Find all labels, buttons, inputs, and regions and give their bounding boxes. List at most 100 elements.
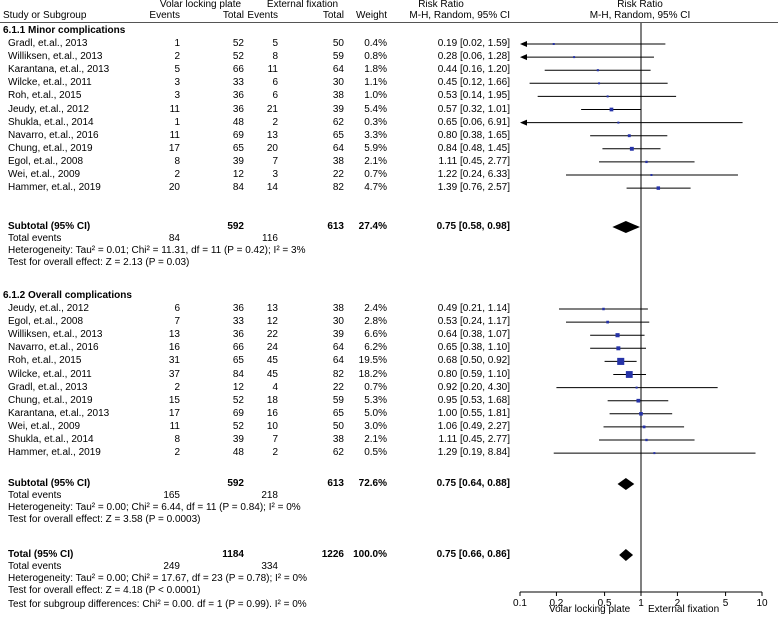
study-n2: 22	[332, 381, 344, 393]
study-n1: 39	[232, 155, 244, 167]
study-study: Roh, et.al., 2015	[8, 355, 82, 367]
total-subgroup-differences: Test for subgroup differences: Chi² = 0.…	[8, 599, 307, 610]
point-estimate	[615, 333, 620, 338]
point-estimate	[650, 174, 653, 176]
study-study: Karantana, et.al., 2013	[8, 407, 110, 419]
study-e1: 8	[174, 434, 180, 445]
study-e1: 2	[174, 447, 180, 459]
study-n1: 52	[232, 38, 244, 49]
study-ci-text: 0.64 [0.38, 1.07]	[437, 329, 510, 341]
study-study: Wei, et.al., 2009	[8, 169, 81, 180]
subgroup2-title: 6.1.2 Overall complications	[3, 290, 132, 301]
study-n1: 48	[232, 116, 244, 128]
ci-arrow	[520, 41, 527, 47]
total-total1: 1184	[222, 549, 244, 560]
study-ci-text: 0.53 [0.14, 1.95]	[437, 90, 510, 102]
subgroup1-subtotal-label: Subtotal (95% CI)	[8, 221, 91, 232]
study-n2: 30	[332, 316, 344, 328]
study-e1: 20	[168, 182, 180, 194]
subgroup1-total-events-2: 116	[262, 233, 278, 244]
study-e2: 12	[266, 316, 278, 328]
total-label: Total (95% CI)	[8, 549, 74, 560]
study-weight: 4.7%	[364, 182, 387, 194]
subgroup2-subtotal-ci: 0.75 [0.64, 0.88]	[436, 478, 510, 489]
study-weight: 0.7%	[364, 381, 387, 393]
study-n2: 39	[332, 103, 344, 115]
study-e2: 21	[266, 103, 278, 115]
study-study: Wei, et.al., 2009	[8, 420, 81, 432]
study-weight: 2.1%	[364, 434, 387, 445]
study-n1: 52	[232, 420, 244, 432]
study-n2: 38	[332, 434, 344, 445]
point-estimate	[629, 146, 634, 151]
point-estimate	[602, 307, 605, 311]
study-e1: 13	[168, 329, 180, 341]
study-study: Navarro, et.al., 2016	[8, 342, 99, 354]
study-e2: 18	[266, 394, 278, 406]
pooled-diamond	[619, 549, 634, 561]
study-n2: 82	[332, 182, 344, 194]
favours-left-label: Volar locking plate	[549, 604, 631, 615]
point-estimate	[616, 346, 621, 351]
subgroup2-total-events-1: 165	[163, 490, 180, 501]
study-weight: 2.4%	[364, 303, 387, 314]
study-e1: 11	[169, 103, 180, 115]
study-study: Egol, et.al., 2008	[8, 155, 84, 167]
study-e2: 2	[272, 447, 278, 459]
study-e2: 45	[266, 368, 278, 380]
study-e1: 2	[174, 169, 180, 180]
study-n2: 64	[332, 355, 344, 367]
study-n2: 38	[332, 303, 344, 314]
study-weight: 0.3%	[364, 116, 387, 128]
study-study: Chung, et.al., 2019	[8, 394, 93, 406]
study-e1: 7	[174, 316, 180, 328]
study-e2: 16	[266, 407, 278, 419]
x-tick-label: 10	[756, 598, 768, 609]
study-n2: 39	[332, 329, 344, 341]
study-e2: 3	[272, 169, 278, 180]
study-study: Chung, et.al., 2019	[8, 142, 93, 154]
study-weight: 0.5%	[364, 447, 387, 459]
study-n2: 64	[332, 142, 344, 154]
study-n1: 12	[232, 169, 244, 180]
study-study: Williksen, et.al., 2013	[8, 51, 103, 63]
study-study: Jeudy, et.al., 2012	[8, 103, 89, 115]
study-weight: 2.8%	[364, 316, 387, 328]
study-ci-text: 0.45 [0.12, 1.66]	[437, 77, 510, 89]
group2-header: External fixation	[266, 0, 339, 10]
study-n2: 59	[332, 394, 344, 406]
study-study: Shukla, et.al., 2014	[8, 434, 94, 445]
pooled-diamond	[612, 221, 640, 233]
subgroup1-subtotal-weight: 27.4%	[358, 221, 387, 232]
study-n1: 36	[232, 103, 244, 115]
study-weight: 3.3%	[364, 129, 387, 141]
rr-header-1: Risk Ratio	[418, 0, 464, 10]
point-estimate	[645, 438, 648, 442]
point-estimate	[635, 386, 638, 389]
point-estimate	[636, 398, 641, 403]
study-weight: 1.8%	[364, 64, 387, 76]
study-n2: 65	[332, 407, 344, 419]
point-estimate	[552, 43, 555, 45]
study-n2: 65	[332, 129, 344, 141]
col-method-1: M-H, Random, 95% CI	[409, 10, 510, 21]
study-weight: 0.4%	[364, 38, 387, 49]
study-e1: 15	[168, 394, 180, 406]
study-n2: 50	[332, 420, 344, 432]
study-n1: 33	[232, 316, 244, 328]
point-estimate	[653, 452, 656, 455]
study-e1: 11	[169, 129, 180, 141]
study-n2: 50	[332, 38, 344, 49]
header-rule	[0, 22, 778, 23]
study-e1: 31	[168, 355, 180, 367]
col-method-2: M-H, Random, 95% CI	[589, 10, 691, 21]
col-study: Study or Subgroup	[3, 10, 87, 21]
study-n2: 38	[332, 155, 344, 167]
study-e2: 4	[272, 381, 278, 393]
study-weight: 18.2%	[358, 368, 387, 380]
study-e2: 45	[266, 355, 278, 367]
subgroup1-title: 6.1.1 Minor complications	[3, 25, 126, 36]
study-weight: 2.1%	[364, 155, 387, 167]
study-weight: 6.2%	[364, 342, 387, 354]
